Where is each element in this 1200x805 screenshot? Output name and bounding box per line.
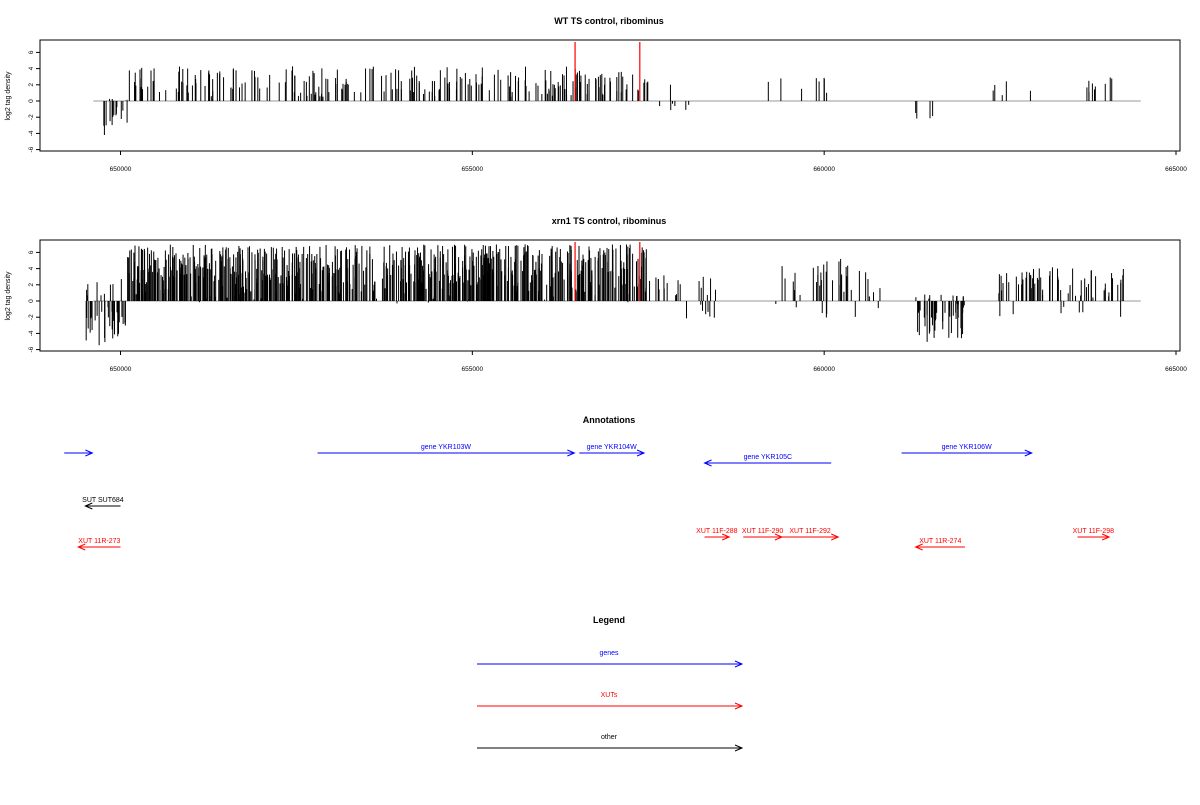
legend-item: XUTs (477, 692, 744, 710)
arrow-head-icon (567, 449, 576, 457)
arrow-head-icon (85, 449, 94, 457)
feature-label: gene YKR104W (587, 444, 637, 451)
feature-label: XUT 11F-292 (789, 528, 830, 535)
feature-label: gene YKR106W (942, 444, 992, 451)
legend-item: other (477, 734, 744, 752)
feature-label: XUT 11F-290 (742, 528, 783, 535)
feature-label: SUT SUT684 (82, 497, 124, 504)
x-tick-label: 655000 (461, 166, 483, 173)
arrow-head-icon (914, 543, 923, 551)
legend: Legend genes XUTs other (477, 615, 744, 752)
arrow-head-icon (734, 702, 744, 710)
x-tick-label: 665000 (1165, 166, 1187, 173)
y-tick-label: -4 (28, 330, 35, 336)
panel-wt-ts-control: WT TS control, ribominus log2 tag densit… (5, 16, 1187, 173)
y-tick-label: 6 (28, 50, 35, 54)
annotations-track: Annotations gene YKR103W gene YKR104Wgene… (64, 415, 1114, 551)
arrow-head-icon (734, 660, 744, 668)
x-tick-label: 650000 (110, 166, 132, 173)
panel-title: WT TS control, ribominus (554, 16, 664, 26)
annotation-feature: XUT 11F-298 (1073, 528, 1114, 541)
panel-title: xrn1 TS control, ribominus (552, 216, 667, 226)
annotation-features: gene YKR103W gene YKR104W gene YKR105C gene… (64, 444, 1114, 551)
feature-label: XUT 11R-273 (78, 538, 120, 545)
arrow-head-icon (84, 502, 93, 510)
annotation-feature: gene YKR103W (317, 444, 576, 457)
y-tick-label: -2 (28, 314, 35, 320)
x-tick-label: 655000 (461, 366, 483, 373)
legend-item: genes (477, 650, 744, 668)
x-tick-label: 665000 (1165, 366, 1187, 373)
legend-items: genes XUTs other (477, 650, 744, 752)
feature-label: XUT 11R-274 (919, 538, 961, 545)
y-tick-label: 0 (28, 299, 35, 303)
feature-label: XUT 11F-298 (1073, 528, 1114, 535)
feature-label: gene YKR105C (744, 454, 793, 461)
annotation-feature: XUT 11R-273 (77, 538, 121, 551)
annotation-feature: XUT 11R-274 (914, 538, 965, 551)
annotation-feature (64, 449, 94, 457)
y-tick-label: -4 (28, 130, 35, 136)
y-tick-label: 0 (28, 99, 35, 103)
legend-label: XUTs (601, 692, 618, 699)
plot-area: -6 -4 -2 0 2 4 6 650000 655000 660000 665000 (28, 239, 1187, 373)
y-tick-label: 4 (28, 266, 35, 270)
annotation-feature: gene YKR106W (901, 444, 1034, 457)
annotation-feature: XUT 11F-292 (781, 528, 840, 541)
arrow-head-icon (703, 459, 712, 467)
panel-xrn1-ts-control: xrn1 TS control, ribominus log2 tag dens… (5, 216, 1187, 373)
legend-label: genes (599, 650, 619, 657)
plot-frame (39, 39, 1181, 152)
plot-area: -6 -4 -2 0 2 4 6 650000 655000 660000 665000 (28, 39, 1187, 173)
annotation-feature: gene YKR104W (579, 444, 646, 457)
arrow-head-icon (1024, 449, 1034, 457)
annotation-feature: XUT 11F-290 (742, 528, 783, 541)
y-axis-label: log2 tag density (5, 71, 12, 121)
arrow-head-icon (734, 744, 744, 752)
x-tick-label: 650000 (110, 366, 132, 373)
annotation-feature: gene YKR105C (703, 454, 832, 467)
arrow-head-icon (831, 533, 840, 541)
x-tick-label: 660000 (813, 366, 835, 373)
arrow-head-icon (721, 533, 731, 541)
annotation-feature: XUT 11F-288 (696, 528, 738, 541)
arrow-head-icon (636, 449, 646, 457)
y-tick-label: 2 (28, 83, 35, 87)
x-tick-label: 660000 (813, 166, 835, 173)
plot-frame (39, 239, 1181, 352)
legend-title: Legend (593, 615, 625, 625)
y-tick-label: 4 (28, 66, 35, 70)
y-tick-label: -2 (28, 114, 35, 120)
arrow-head-icon (1101, 533, 1111, 541)
annotations-title: Annotations (583, 415, 636, 425)
y-tick-label: -6 (28, 346, 35, 352)
y-tick-label: 6 (28, 250, 35, 254)
annotation-feature: SUT SUT684 (82, 497, 124, 510)
y-tick-label: -6 (28, 146, 35, 152)
legend-label: other (601, 734, 618, 741)
arrow-head-icon (77, 543, 86, 551)
feature-label: XUT 11F-288 (696, 528, 737, 535)
y-axis-label: log2 tag density (5, 271, 12, 321)
y-tick-label: 2 (28, 283, 35, 287)
feature-label: gene YKR103W (421, 444, 471, 451)
